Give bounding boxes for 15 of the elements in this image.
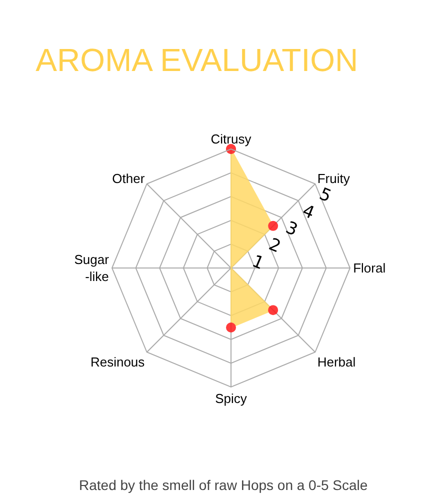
spoke-label: Herbal (317, 354, 356, 370)
y-tick-label: 2 (266, 234, 284, 258)
text: Rated by the smell of raw Hops on a 0-5 Scale (79, 477, 368, 493)
spoke-label: Citrusy (210, 131, 252, 146)
chart-title: AROMA EVALUATION (36, 42, 358, 78)
spoke-label: Other (112, 171, 146, 186)
y-tick-label: 5 (316, 184, 334, 207)
spoke-label: Fruity (317, 171, 350, 186)
y-tick-label: 4 (300, 201, 318, 224)
spoke-label: Floral (353, 260, 386, 276)
spoke-label: Spicy (215, 391, 248, 406)
y-tick-label: 3 (282, 218, 300, 240)
spoke-label: Sugar -like (74, 252, 110, 284)
y-tick-label: 1 (249, 252, 267, 274)
spoke-label: Resinous (90, 354, 146, 370)
